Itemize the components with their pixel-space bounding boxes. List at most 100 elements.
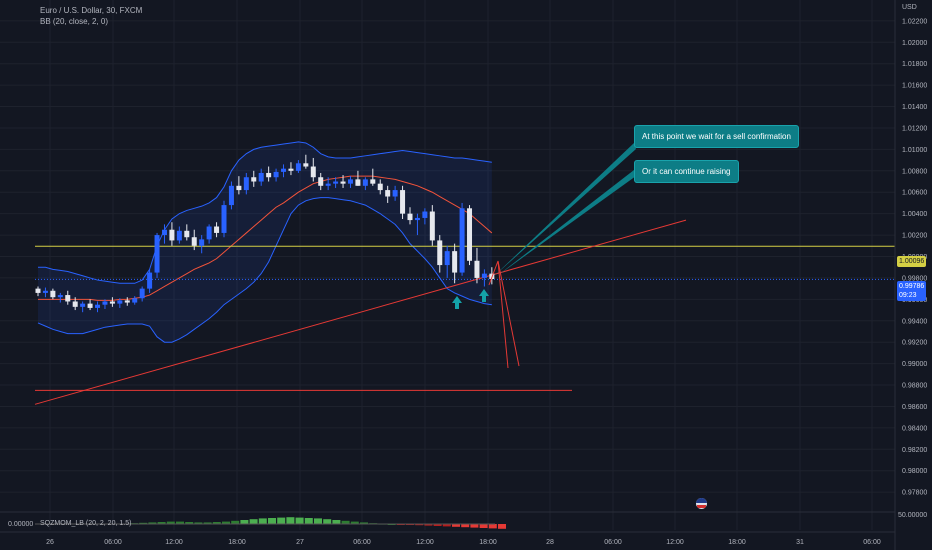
candle-body bbox=[452, 251, 458, 273]
candle-body bbox=[377, 183, 383, 191]
oscillator-bar bbox=[194, 522, 203, 524]
candle-body bbox=[437, 240, 443, 266]
candle bbox=[214, 222, 220, 238]
candle bbox=[258, 168, 264, 186]
candle bbox=[281, 164, 287, 178]
candle-body bbox=[370, 179, 376, 184]
candle bbox=[243, 172, 249, 195]
candle-body bbox=[132, 298, 138, 303]
bb-fill bbox=[38, 141, 492, 343]
bb-basis-line bbox=[38, 175, 493, 301]
candle bbox=[72, 297, 78, 311]
candle bbox=[347, 176, 353, 188]
y-tick-label: 1.00600 bbox=[902, 190, 927, 197]
y-tick-label: 1.01800 bbox=[902, 61, 927, 68]
candle bbox=[176, 226, 182, 244]
oscillator-bar bbox=[415, 524, 424, 526]
candle bbox=[139, 286, 145, 302]
price-axis[interactable]: 1.02200 1.02000 1.01800 1.01600 1.01400 1.012… bbox=[894, 0, 927, 550]
oscillator-bar bbox=[148, 522, 157, 524]
oscillator-bar bbox=[212, 522, 221, 524]
candle bbox=[385, 185, 391, 203]
us-flag-event-icon[interactable] bbox=[696, 498, 707, 509]
candle bbox=[228, 181, 234, 210]
candle-body bbox=[214, 226, 220, 233]
oscillator-bar bbox=[360, 522, 368, 524]
candle-body bbox=[400, 190, 406, 214]
bb-upper-line bbox=[38, 141, 492, 284]
x-tick-label: 06:00 bbox=[863, 539, 881, 546]
candle-body bbox=[124, 300, 130, 303]
candle bbox=[199, 235, 205, 254]
x-tick-label: 06:00 bbox=[353, 539, 371, 546]
candle-body bbox=[295, 163, 301, 171]
candle bbox=[273, 168, 279, 182]
oscillator-bar bbox=[442, 524, 451, 527]
oscillator-bar bbox=[277, 517, 286, 524]
candle bbox=[444, 245, 450, 278]
oscillator-bar bbox=[332, 520, 341, 524]
candle-body bbox=[236, 185, 242, 191]
candle bbox=[266, 166, 272, 182]
oscillator-label[interactable]: SQZMOM_LB (20, 2, 20, 1.5) bbox=[40, 520, 132, 527]
candle bbox=[295, 160, 301, 173]
candle-body bbox=[392, 190, 398, 197]
y-tick-label: 0.99200 bbox=[902, 340, 927, 347]
candle-body bbox=[87, 303, 93, 308]
candle-body bbox=[72, 301, 78, 307]
oscillator-bar bbox=[314, 518, 322, 524]
candle bbox=[132, 296, 138, 305]
y-tick-label: 1.00200 bbox=[902, 233, 927, 240]
oscillator-bar bbox=[240, 520, 249, 524]
candle bbox=[481, 269, 487, 287]
oscillator-bar bbox=[498, 524, 506, 529]
x-tick-label: 12:00 bbox=[416, 539, 434, 546]
oscillator-pane bbox=[35, 517, 506, 529]
candle bbox=[333, 177, 339, 188]
candle-body bbox=[340, 181, 346, 184]
candle bbox=[206, 224, 212, 244]
candle bbox=[355, 170, 361, 186]
candle bbox=[414, 213, 420, 236]
candle-body bbox=[310, 166, 316, 178]
candle bbox=[117, 298, 123, 308]
candle bbox=[325, 177, 331, 191]
candles[interactable] bbox=[35, 154, 495, 313]
x-tick-label: 12:00 bbox=[165, 539, 183, 546]
candle-body bbox=[251, 177, 257, 182]
y-tick-label: 0.99000 bbox=[902, 361, 927, 368]
drawings[interactable] bbox=[452, 143, 636, 369]
candle-body bbox=[154, 235, 160, 273]
callout-continue-raising[interactable]: Or it can continue raising bbox=[634, 160, 739, 183]
time-axis[interactable]: 26 06:00 12:00 18:00 27 06:00 12:00 18:00 28 06:0… bbox=[0, 531, 895, 546]
candle bbox=[452, 243, 458, 284]
y-tick-label: 1.02200 bbox=[902, 18, 927, 25]
candle bbox=[161, 224, 167, 244]
oscillator-bar bbox=[452, 524, 460, 527]
bar-countdown: 09:23 bbox=[899, 292, 917, 299]
y-tick-label: 1.01600 bbox=[902, 83, 927, 90]
candle-body bbox=[459, 208, 465, 273]
candle-body bbox=[318, 177, 324, 186]
candle-body bbox=[273, 171, 279, 178]
candle-body bbox=[355, 179, 361, 186]
candle-body bbox=[429, 211, 435, 241]
symbol-title[interactable]: Euro / U.S. Dollar, 30, FXCM bbox=[40, 6, 143, 15]
oscillator-bar bbox=[222, 521, 230, 524]
candle-body bbox=[191, 237, 197, 246]
candle bbox=[154, 232, 160, 278]
candle bbox=[377, 179, 383, 195]
indicator-title[interactable]: BB (20, close, 2, 0) bbox=[40, 17, 109, 26]
up-arrow-icon bbox=[452, 296, 462, 309]
y-tick-label: 0.98600 bbox=[902, 404, 927, 411]
rising-trendline bbox=[34, 219, 687, 405]
candle-body bbox=[176, 230, 182, 241]
callout-sell-confirmation[interactable]: At this point we wait for a sell confirm… bbox=[634, 125, 799, 148]
y-tick-label: 1.00400 bbox=[902, 211, 927, 218]
oscillator-bar bbox=[139, 522, 148, 524]
oscillator-bar bbox=[176, 521, 184, 524]
candle-body bbox=[347, 179, 353, 184]
candle bbox=[102, 299, 108, 309]
candle bbox=[95, 301, 101, 313]
